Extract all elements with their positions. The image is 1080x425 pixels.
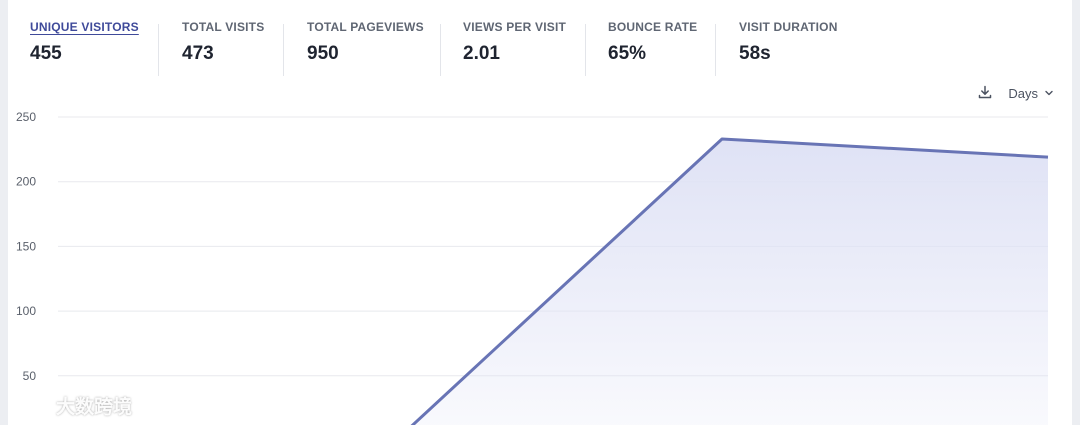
y-tick-label: 50 (23, 369, 37, 383)
stat-value: 473 (182, 43, 214, 64)
stat-value: 2.01 (463, 43, 500, 64)
stat-label: VIEWS PER VISIT (463, 20, 567, 34)
stat-value: 58s (739, 43, 771, 64)
stat-value: 455 (30, 43, 62, 64)
stat-label: UNIQUE VISITORS (30, 20, 139, 34)
logo-icon (10, 391, 50, 419)
stat-label: VISIT DURATION (739, 20, 838, 34)
stat-label: BOUNCE RATE (608, 20, 698, 34)
stat-value: 65% (608, 43, 647, 64)
y-tick-label: 100 (16, 304, 36, 318)
chart-toolbar: Days (978, 83, 1054, 103)
watermark: 大数跨境 (10, 391, 132, 419)
divider (440, 24, 441, 76)
visitors-chart: 50 100 150 200 250 (16, 110, 1049, 425)
divider (585, 24, 586, 76)
stat-views-per-visit[interactable]: VIEWS PER VISIT 2.01 (463, 20, 566, 76)
interval-dropdown[interactable]: Days (1008, 86, 1054, 101)
watermark-text: 大数跨境 (56, 396, 133, 418)
stat-total-pageviews[interactable]: TOTAL PAGEVIEWS 950 (307, 20, 424, 76)
stat-unique-visitors[interactable]: UNIQUE VISITORS 455 (30, 20, 139, 76)
stat-label: TOTAL VISITS (182, 20, 265, 34)
divider (283, 24, 284, 76)
y-tick-label: 150 (16, 239, 36, 253)
download-icon[interactable] (978, 85, 992, 102)
interval-label: Days (1008, 85, 1038, 101)
stat-visit-duration[interactable]: VISIT DURATION 58s (739, 20, 838, 76)
series-line[interactable] (70, 137, 1049, 425)
y-tick-label: 200 (16, 175, 36, 189)
divider (715, 24, 716, 76)
stat-label: TOTAL PAGEVIEWS (307, 20, 424, 34)
visitors-card: UNIQUE VISITORS 455 TOTAL VISITS 473 TOT… (8, 0, 1072, 425)
series-area (412, 138, 1048, 425)
stats-bar: UNIQUE VISITORS 455 TOTAL VISITS 473 TOT… (8, 0, 1072, 80)
stat-bounce-rate[interactable]: BOUNCE RATE 65% (608, 20, 697, 76)
chevron-down-icon (1044, 86, 1054, 101)
y-tick-label: 250 (16, 110, 36, 124)
divider (158, 24, 159, 76)
stat-total-visits[interactable]: TOTAL VISITS 473 (182, 20, 264, 76)
stat-value: 950 (307, 43, 339, 64)
